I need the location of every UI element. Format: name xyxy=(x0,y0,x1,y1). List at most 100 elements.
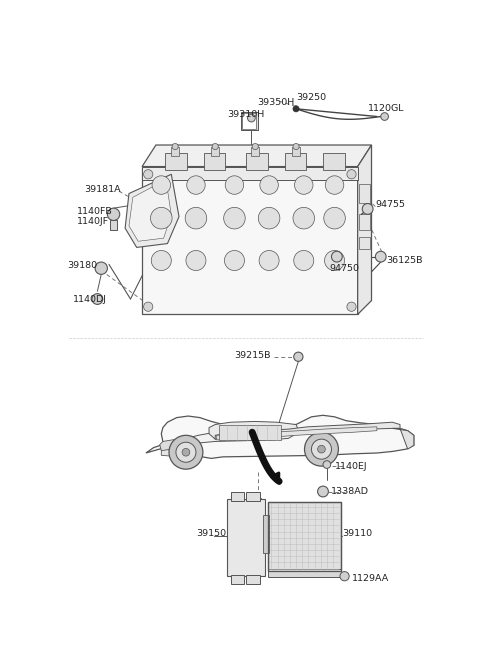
Bar xyxy=(204,152,225,170)
Circle shape xyxy=(182,448,190,456)
Circle shape xyxy=(92,294,103,304)
Polygon shape xyxy=(161,448,188,457)
Bar xyxy=(240,112,258,131)
Bar xyxy=(263,514,269,553)
Polygon shape xyxy=(142,166,358,314)
Bar xyxy=(359,214,370,229)
Text: 36125B: 36125B xyxy=(386,256,422,265)
Bar xyxy=(230,575,244,584)
Text: 1120GL: 1120GL xyxy=(368,104,404,113)
Text: 39215B: 39215B xyxy=(234,351,271,360)
Bar xyxy=(246,491,260,501)
Bar xyxy=(230,491,244,501)
Circle shape xyxy=(304,432,338,466)
Bar xyxy=(292,147,300,156)
Bar xyxy=(267,570,341,577)
Circle shape xyxy=(144,170,153,179)
Circle shape xyxy=(258,208,280,229)
Text: 1140EJ: 1140EJ xyxy=(335,461,367,471)
Circle shape xyxy=(293,208,314,229)
Circle shape xyxy=(186,251,206,271)
Text: 1140JF: 1140JF xyxy=(77,217,109,225)
Circle shape xyxy=(176,442,196,462)
Circle shape xyxy=(259,251,279,271)
Text: 1338AD: 1338AD xyxy=(331,487,369,496)
Circle shape xyxy=(293,143,299,150)
Text: 39250: 39250 xyxy=(296,93,326,101)
Circle shape xyxy=(294,251,314,271)
Bar xyxy=(252,147,259,156)
Bar xyxy=(211,147,219,156)
Bar xyxy=(110,221,117,229)
Circle shape xyxy=(325,176,344,194)
Circle shape xyxy=(212,143,218,150)
Circle shape xyxy=(375,251,386,262)
Polygon shape xyxy=(358,145,372,314)
Circle shape xyxy=(293,105,299,112)
Circle shape xyxy=(151,208,172,229)
Polygon shape xyxy=(217,427,377,440)
Polygon shape xyxy=(129,180,171,241)
Bar xyxy=(285,152,306,170)
Bar xyxy=(227,499,265,576)
Circle shape xyxy=(108,208,120,221)
Circle shape xyxy=(185,208,207,229)
Circle shape xyxy=(362,204,373,214)
Circle shape xyxy=(224,208,245,229)
Bar xyxy=(171,147,179,156)
Text: 39150: 39150 xyxy=(196,529,226,538)
Polygon shape xyxy=(180,428,294,443)
Polygon shape xyxy=(142,145,372,166)
Polygon shape xyxy=(215,422,400,439)
Polygon shape xyxy=(209,422,299,439)
Bar xyxy=(244,119,258,131)
Circle shape xyxy=(294,352,303,361)
Polygon shape xyxy=(160,439,180,453)
Text: 39180: 39180 xyxy=(67,261,97,271)
Bar xyxy=(246,152,267,170)
Bar xyxy=(267,501,341,571)
Circle shape xyxy=(318,446,325,453)
Circle shape xyxy=(248,114,255,122)
Circle shape xyxy=(144,302,153,312)
Polygon shape xyxy=(392,428,414,449)
Bar xyxy=(359,184,370,203)
Circle shape xyxy=(252,143,258,150)
Circle shape xyxy=(347,302,356,312)
Circle shape xyxy=(152,176,170,194)
Circle shape xyxy=(260,176,278,194)
Circle shape xyxy=(295,176,313,194)
Text: 1140DJ: 1140DJ xyxy=(73,294,107,304)
Circle shape xyxy=(381,113,388,121)
Bar xyxy=(242,113,256,129)
Polygon shape xyxy=(146,415,414,458)
Circle shape xyxy=(318,486,328,497)
Circle shape xyxy=(332,251,342,262)
Text: 39310H: 39310H xyxy=(227,109,264,119)
Circle shape xyxy=(225,251,244,271)
Circle shape xyxy=(323,461,331,469)
Bar xyxy=(165,152,187,170)
Circle shape xyxy=(95,262,108,274)
Bar xyxy=(267,501,341,571)
Circle shape xyxy=(169,436,203,469)
Circle shape xyxy=(324,208,345,229)
Circle shape xyxy=(347,170,356,179)
Polygon shape xyxy=(125,174,179,247)
Circle shape xyxy=(172,143,178,150)
Circle shape xyxy=(225,176,244,194)
Circle shape xyxy=(151,251,171,271)
Bar xyxy=(246,575,260,584)
Text: 1140FB: 1140FB xyxy=(77,208,112,217)
Circle shape xyxy=(340,572,349,581)
Bar xyxy=(359,237,370,249)
Bar xyxy=(219,424,281,440)
Circle shape xyxy=(187,176,205,194)
Circle shape xyxy=(324,251,345,271)
Bar xyxy=(142,166,358,180)
Text: 39350H: 39350H xyxy=(258,98,295,107)
Text: 1129AA: 1129AA xyxy=(352,574,389,583)
Bar xyxy=(323,152,345,170)
Circle shape xyxy=(312,439,332,459)
Text: 94755: 94755 xyxy=(375,200,405,209)
